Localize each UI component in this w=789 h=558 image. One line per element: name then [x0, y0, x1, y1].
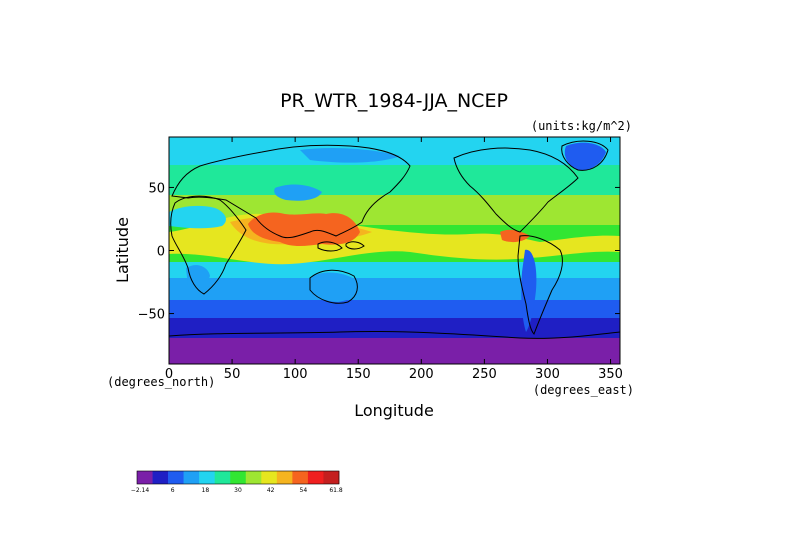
band-south-mid: [169, 300, 620, 318]
colorbar-swatch: [261, 471, 278, 484]
andes-dry: [521, 249, 537, 332]
x-tick-label: 200: [409, 367, 434, 382]
south-america-outline: [517, 235, 563, 335]
colorbar-swatch: [230, 471, 247, 484]
africa-outline: [170, 195, 247, 295]
colorbar-label: 61.8: [329, 487, 343, 494]
x-tick-label: 100: [283, 367, 308, 382]
australia-outline: [309, 269, 358, 304]
north-america-outline: [453, 147, 579, 233]
y-tick-label: −50: [138, 308, 165, 323]
y-tick-label: 50: [148, 181, 165, 196]
precipitable-water-field: [169, 137, 620, 364]
y-units-label: (degrees_north): [107, 375, 215, 389]
central-america-core: [500, 229, 530, 243]
coastlines: [169, 140, 620, 339]
eurasia-outline: [171, 144, 411, 239]
colorbar-label: −2.14: [131, 487, 150, 494]
y-axis-label: Latitude: [113, 217, 132, 283]
colorbar-swatch: [245, 471, 262, 484]
colorbar-swatch: [183, 471, 200, 484]
colorbar: [136, 470, 340, 485]
x-axis-ticks: 0 50 100 150 200 250 300 350: [165, 137, 623, 382]
indonesia-outline: [317, 241, 365, 252]
colorbar-swatch: [307, 471, 324, 484]
x-tick-label: 50: [224, 367, 241, 382]
chart-title: PR_WTR_1984-JJA_NCEP: [280, 90, 508, 112]
band-south-pole: [169, 338, 620, 364]
x-tick-label: 250: [472, 367, 497, 382]
colorbar-swatch: [292, 471, 309, 484]
colorbar-labels: −2.14 6 18 30 42 54 61.8: [131, 487, 343, 494]
colorbar-swatch: [168, 471, 184, 484]
x-axis-label: Longitude: [354, 401, 434, 420]
colorbar-swatch: [323, 471, 340, 484]
band-southern-ocean: [169, 318, 620, 338]
colorbar-label: 54: [300, 487, 308, 494]
south-africa-dry: [186, 265, 210, 289]
colorbar-label: 30: [234, 487, 242, 494]
colorbar-label: 18: [202, 487, 210, 494]
colorbar-label: 6: [171, 487, 175, 494]
sahara-dry: [169, 205, 226, 229]
band-south-tropic: [169, 262, 620, 278]
colorbar-frame: [136, 470, 340, 485]
colorbar-swatch: [152, 471, 169, 484]
units-label: (units:kg/m^2): [531, 119, 632, 133]
colorbar-swatch: [137, 471, 153, 484]
band-arctic: [169, 137, 620, 165]
tibet-dry: [274, 184, 322, 201]
x-tick-label: 150: [346, 367, 371, 382]
antarctica-outline: [169, 330, 620, 339]
colorbar-label: 42: [267, 487, 275, 494]
colorbar-swatch: [276, 471, 293, 484]
band-north-mid: [169, 165, 620, 195]
y-tick-label: 0: [157, 245, 165, 260]
x-tick-label: 350: [598, 367, 623, 382]
greenland-outline: [561, 140, 609, 171]
colorbar-swatch: [199, 471, 215, 484]
x-units-label: (degrees_east): [533, 383, 634, 397]
australia-dry: [311, 272, 358, 302]
siberia-dry: [300, 148, 400, 163]
y-axis-ticks: 50 0 −50: [138, 181, 620, 323]
greenland-dry: [564, 142, 606, 171]
indian-monsoon-core: [248, 212, 360, 246]
x-tick-label: 0: [165, 367, 173, 382]
band-south-sub: [169, 278, 620, 300]
x-tick-label: 300: [535, 367, 560, 382]
colorbar-swatch: [214, 471, 231, 484]
